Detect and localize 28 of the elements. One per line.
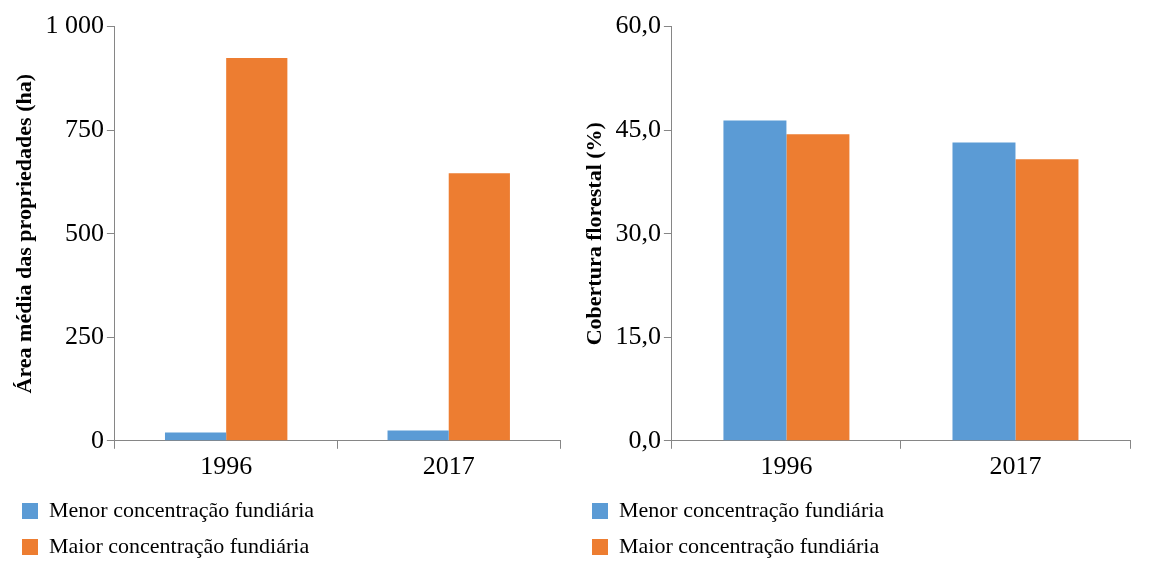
legend-label: Maior concentração fundiária	[49, 532, 310, 558]
bar	[226, 58, 288, 441]
x-tick-label: 2017	[989, 451, 1042, 481]
y-tick-label: 1 000	[45, 10, 104, 40]
y-tick-label: 30,0	[615, 217, 661, 247]
x-tick-label: 1996	[200, 451, 253, 481]
y-axis-title: Cobertura florestal (%)	[580, 122, 606, 346]
bar	[723, 120, 787, 441]
y-tick-label: 500	[64, 217, 104, 247]
bar	[952, 142, 1016, 441]
y-tick-label: 750	[64, 113, 104, 143]
legend-label: Menor concentração fundiária	[49, 496, 315, 522]
bar	[1015, 159, 1079, 441]
legend-label: Menor concentração fundiária	[619, 496, 885, 522]
y-axis-title: Área média das propriedades (ha)	[10, 73, 36, 394]
y-tick-label: 0	[90, 424, 104, 454]
y-tick-label: 45,0	[615, 113, 661, 143]
x-tick-label: 1996	[760, 451, 813, 481]
x-tick-label: 2017	[422, 451, 475, 481]
bar	[786, 134, 850, 441]
bar	[448, 173, 510, 441]
y-tick-label: 15,0	[615, 321, 661, 351]
bar	[164, 432, 227, 441]
bar	[387, 430, 449, 441]
y-tick-label: 60,0	[615, 10, 661, 40]
legend-label: Maior concentração fundiária	[619, 532, 880, 558]
y-tick-label: 0,0	[628, 424, 661, 454]
y-tick-label: 250	[64, 321, 104, 351]
